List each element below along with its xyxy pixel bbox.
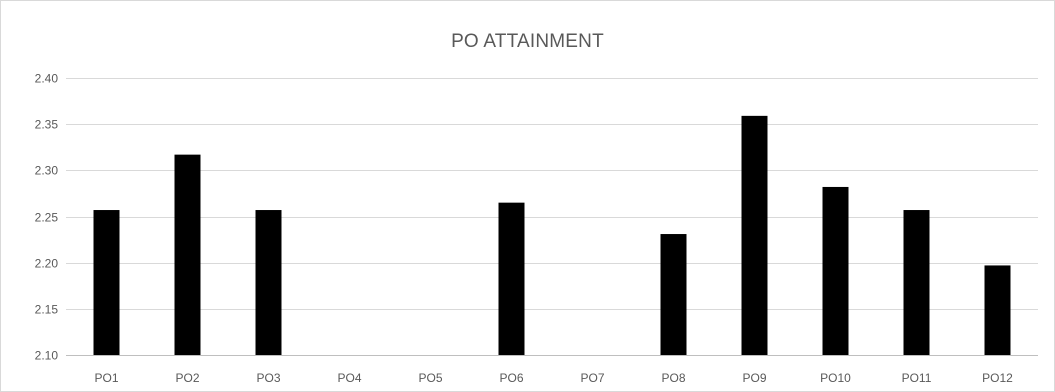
x-tick-label: PO11	[902, 371, 932, 385]
x-tick-label: PO1	[94, 371, 118, 385]
x-tick-label: PO4	[337, 371, 361, 385]
x-tick-label: PO12	[982, 371, 1013, 385]
y-tick-label: 2.35	[35, 118, 59, 132]
x-tick-label: PO10	[820, 371, 851, 385]
bars	[93, 115, 1011, 356]
bar-po8	[660, 234, 687, 355]
bar-po11	[903, 210, 930, 355]
bar-po10	[822, 186, 849, 355]
x-tick-label: PO5	[418, 371, 442, 385]
x-tick-label: PO9	[742, 371, 766, 385]
chart-title: PO ATTAINMENT	[451, 31, 604, 52]
x-tick-label: PO3	[256, 371, 280, 385]
x-tick-label: PO2	[175, 371, 199, 385]
y-tick-label: 2.40	[35, 72, 59, 86]
gridlines	[66, 78, 1038, 310]
bar-po1	[93, 210, 120, 355]
y-tick-label: 2.20	[35, 257, 59, 271]
tick-labels: 2.10 2.15 2.20 2.25 2.30 2.35 2.40 PO1 PO2 PO3 PO4…	[35, 72, 1014, 386]
x-tick-label: PO8	[661, 371, 685, 385]
y-tick-label: 2.30	[35, 164, 59, 178]
y-tick-label: 2.15	[35, 303, 59, 317]
y-tick-label: 2.10	[35, 349, 59, 363]
bar-po3	[255, 210, 282, 355]
x-tick-label: PO6	[499, 371, 523, 385]
x-tick-label: PO7	[580, 371, 604, 385]
bar-po12	[984, 265, 1011, 355]
bar-po6	[498, 202, 525, 355]
bar-po2	[174, 154, 201, 355]
y-tick-label: 2.25	[35, 211, 59, 225]
bar-po9	[741, 115, 768, 356]
